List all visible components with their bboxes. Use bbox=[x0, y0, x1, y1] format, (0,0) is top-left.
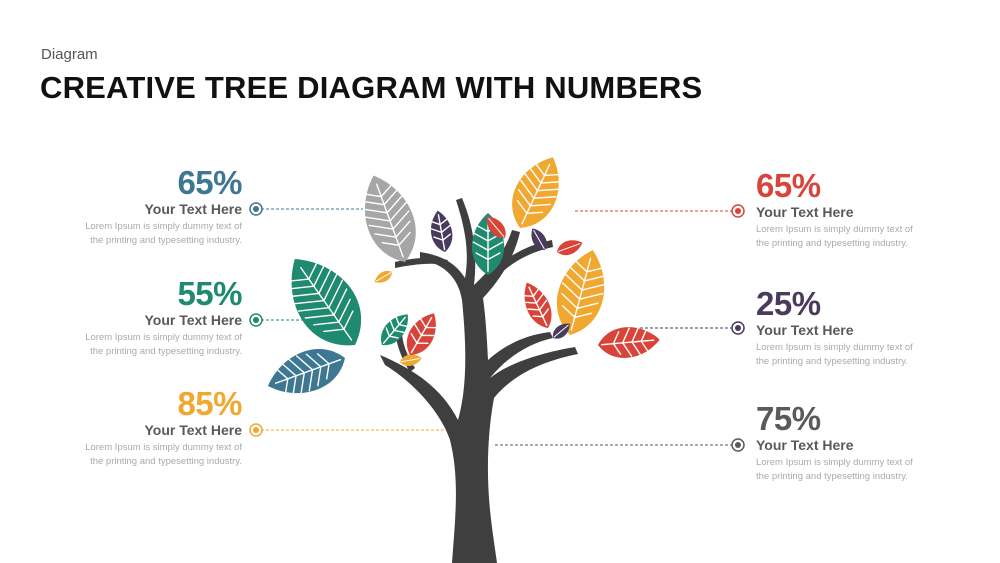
leaf-icon bbox=[531, 228, 547, 250]
leaf-icon bbox=[374, 270, 392, 283]
connector-marker bbox=[731, 204, 745, 218]
leaf-icon bbox=[598, 326, 660, 358]
stat-percent: 65% bbox=[177, 164, 242, 201]
leaf-icon bbox=[556, 249, 606, 335]
leaf-icon bbox=[557, 240, 583, 256]
branch-shape bbox=[395, 257, 448, 268]
branch-shape bbox=[495, 240, 553, 276]
stat-item-right-1: 65% Your Text Here Lorem Ipsum is simply… bbox=[756, 169, 956, 251]
stat-item-right-3: 75% Your Text Here Lorem Ipsum is simply… bbox=[756, 402, 956, 484]
connector-lines bbox=[256, 208, 738, 446]
leaf-icon bbox=[288, 258, 362, 346]
stat-item-left-3: 85% Your Text Here Lorem Ipsum is simply… bbox=[42, 387, 242, 469]
stat-description: Lorem Ipsum is simply dummy text of the p… bbox=[85, 332, 242, 357]
connector-marker bbox=[249, 313, 263, 327]
stat-heading: Your Text Here bbox=[756, 204, 854, 220]
leaf-icon bbox=[512, 157, 562, 228]
leaf-icon bbox=[552, 323, 570, 339]
connector-markers bbox=[249, 202, 745, 452]
leaf-icon bbox=[486, 216, 506, 239]
stat-item-right-2: 25% Your Text Here Lorem Ipsum is simply… bbox=[756, 287, 956, 369]
stat-percent: 25% bbox=[756, 285, 821, 322]
tree-leaves bbox=[267, 157, 660, 396]
stat-heading: Your Text Here bbox=[756, 437, 854, 453]
stat-percent: 75% bbox=[756, 400, 821, 437]
stat-description: Lorem Ipsum is simply dummy text of the p… bbox=[85, 221, 242, 246]
connector-marker bbox=[249, 423, 263, 437]
leaf-icon bbox=[400, 354, 422, 367]
connector-marker bbox=[249, 202, 263, 216]
leaf-icon bbox=[381, 314, 409, 346]
connector-marker bbox=[731, 438, 745, 452]
stat-percent: 85% bbox=[177, 385, 242, 422]
stat-heading: Your Text Here bbox=[756, 322, 854, 338]
stat-description: Lorem Ipsum is simply dummy text of the p… bbox=[756, 342, 913, 367]
stat-heading: Your Text Here bbox=[144, 312, 242, 328]
stat-percent: 65% bbox=[756, 167, 821, 204]
stat-item-left-2: 55% Your Text Here Lorem Ipsum is simply… bbox=[42, 277, 242, 359]
stat-description: Lorem Ipsum is simply dummy text of the p… bbox=[85, 442, 242, 467]
leaf-icon bbox=[362, 175, 416, 262]
stat-description: Lorem Ipsum is simply dummy text of the p… bbox=[756, 457, 913, 482]
stat-heading: Your Text Here bbox=[144, 422, 242, 438]
leaf-icon bbox=[267, 349, 345, 396]
slide-category: Diagram bbox=[41, 46, 98, 63]
stat-percent: 55% bbox=[177, 275, 242, 312]
slide-title: CREATIVE TREE DIAGRAM WITH NUMBERS bbox=[40, 70, 703, 105]
stat-heading: Your Text Here bbox=[144, 201, 242, 217]
connector-marker bbox=[731, 321, 745, 335]
trunk-shape bbox=[380, 198, 578, 563]
leaf-icon bbox=[430, 210, 453, 252]
leaf-icon bbox=[523, 282, 552, 328]
stat-item-left-1: 65% Your Text Here Lorem Ipsum is simply… bbox=[42, 166, 242, 248]
leaf-icon bbox=[406, 313, 438, 355]
stat-description: Lorem Ipsum is simply dummy text of the p… bbox=[756, 224, 913, 249]
